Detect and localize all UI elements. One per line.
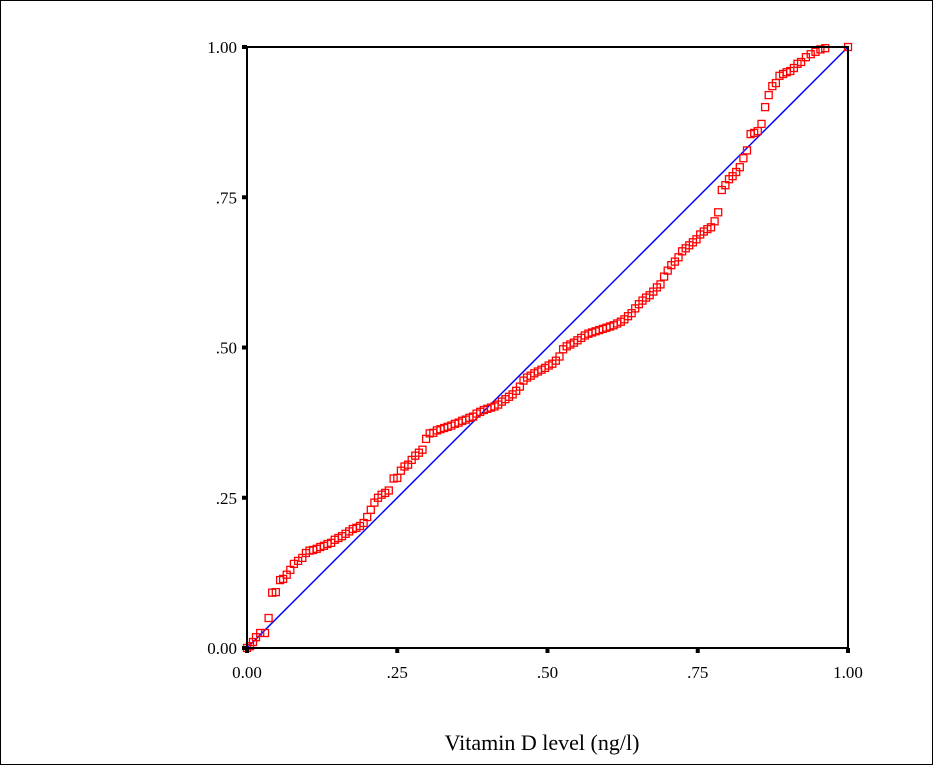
x-tick-label: .25: [387, 663, 408, 682]
data-point: [418, 445, 427, 454]
data-point: [796, 57, 806, 67]
y-tick-label: .25: [216, 489, 237, 508]
data-point: [811, 47, 820, 56]
data-point: [757, 119, 766, 129]
data-point: [260, 628, 270, 638]
data-point: [710, 217, 719, 226]
data-point: [714, 208, 723, 217]
y-tick-label: .75: [216, 188, 237, 207]
data-point: [821, 44, 830, 53]
data-points-layer: [242, 42, 853, 653]
data-point: [735, 163, 744, 172]
x-axis-title: Vitamin D level (ng/l): [445, 730, 640, 755]
x-tick-label: .75: [687, 663, 708, 682]
data-point: [384, 486, 393, 495]
data-point: [816, 45, 825, 54]
y-axis-ticks: 0.00 .25 .50 .75 1.00: [207, 38, 247, 658]
y-tick-label: 1.00: [207, 38, 237, 57]
x-axis-ticks: 0.00 .25 .50 .75 1.00: [232, 648, 863, 682]
data-point: [742, 146, 752, 155]
data-point: [656, 280, 665, 289]
x-tick-label: 1.00: [833, 663, 863, 682]
reference-diagonal-line: [246, 46, 849, 649]
y-tick-label: 0.00: [207, 639, 237, 658]
data-point: [264, 613, 273, 623]
data-point: [806, 50, 815, 59]
data-point: [764, 90, 773, 100]
data-point: [739, 154, 748, 163]
data-point: [366, 505, 375, 514]
data-point: [251, 633, 261, 642]
data-point: [256, 628, 265, 638]
y-tick-label: .50: [216, 339, 237, 358]
data-point: [271, 587, 280, 597]
x-tick-label: .50: [537, 663, 558, 682]
data-point: [760, 102, 770, 112]
x-tick-label: 0.00: [232, 663, 262, 682]
